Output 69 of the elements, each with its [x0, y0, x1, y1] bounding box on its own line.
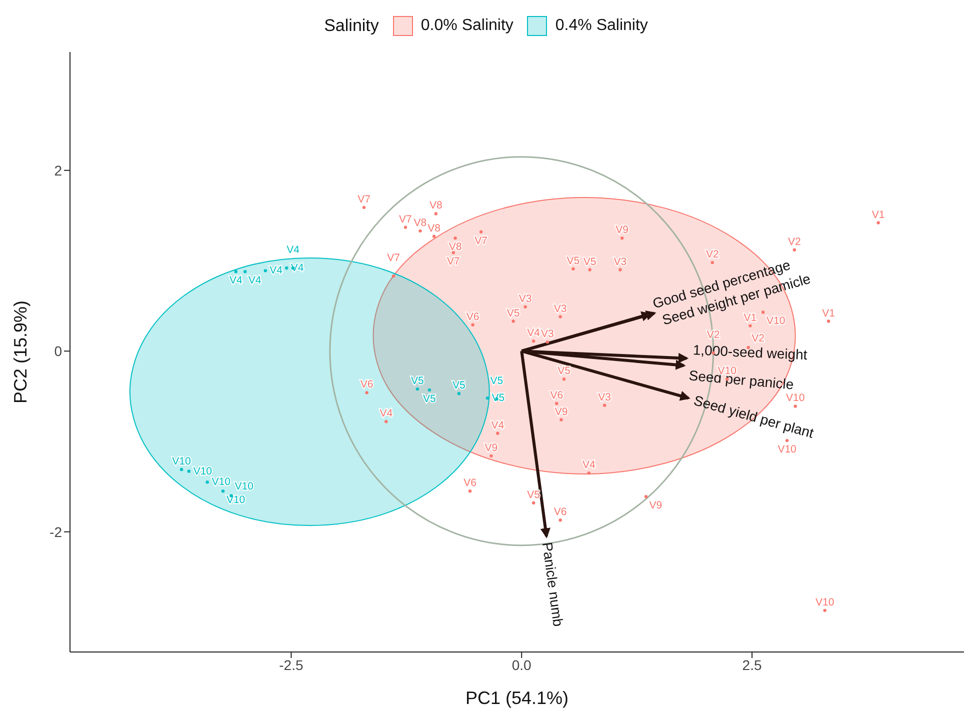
data-label: V5 [566, 254, 580, 267]
y-tick-label: -2 [50, 524, 62, 540]
data-label: V1 [744, 312, 757, 324]
data-label: V2 [706, 248, 719, 261]
data-label: V9 [616, 224, 629, 236]
data-label: V9 [484, 442, 498, 454]
data-label: V10 [766, 315, 786, 328]
data-label: V4 [582, 459, 596, 472]
data-label: V6 [550, 390, 564, 402]
data-label: V5 [558, 365, 571, 378]
data-label: V1 [872, 208, 885, 221]
y-axis-title: PC2 (15.9%) [10, 300, 30, 404]
data-label: V10 [234, 480, 254, 493]
data-label: V4 [229, 274, 242, 287]
data-label: V5 [527, 488, 540, 501]
data-label: V2 [788, 236, 801, 248]
data-label: V10 [815, 596, 834, 608]
data-label: V8 [414, 216, 427, 229]
x-tick-label: 2.5 [742, 656, 762, 673]
series-label: 1,000-seed weight [692, 342, 808, 363]
x-tick-label: -2.5 [279, 656, 304, 673]
data-label: V8 [448, 241, 462, 254]
data-label: V5 [452, 380, 466, 392]
x-axis-title: PC1 (54.1%) [465, 688, 569, 708]
data-label: V6 [554, 506, 567, 518]
data-label: V10 [212, 476, 231, 488]
data-label: V9 [649, 500, 662, 512]
data-label: V10 [226, 494, 246, 506]
data-label: V9 [554, 406, 568, 418]
data-label: V3 [518, 292, 532, 305]
data-label: V1 [822, 307, 836, 320]
data-label: V4 [248, 274, 262, 287]
data-label: V10 [193, 465, 212, 478]
data-label: V7 [358, 193, 371, 206]
legend-label: 0.4% Salinity [555, 17, 648, 35]
data-label: V4 [380, 408, 393, 420]
data-label: V7 [446, 256, 460, 268]
text: Panicle numb [539, 541, 567, 628]
y-tick-label: 0 [54, 343, 62, 360]
data-label: V7 [387, 252, 400, 264]
data-label: V4 [270, 264, 283, 277]
data-label: V8 [428, 222, 441, 234]
data-label: V4 [286, 244, 300, 256]
data-label: V8 [429, 200, 442, 212]
data-label: V5 [423, 392, 436, 405]
y-tick-label: 2 [54, 162, 62, 178]
data-label: V6 [360, 378, 374, 391]
data-label: V6 [464, 477, 477, 490]
data-label: V5 [583, 256, 596, 268]
data-label: V5 [492, 392, 505, 404]
data-label: V3 [598, 391, 612, 404]
legend-label: 0.0% Salinity [420, 17, 514, 35]
data-label: V6 [466, 310, 480, 323]
data-label: V5 [506, 307, 520, 320]
data-label: V10 [786, 392, 805, 404]
data-label: V10 [172, 455, 192, 468]
legend-title: Salinity [324, 16, 379, 36]
x-tick-label: 0.0 [512, 656, 532, 673]
data-label: V10 [778, 444, 797, 456]
data-label: V7 [399, 213, 412, 226]
data-label: V4 [491, 419, 504, 432]
data-label: V3 [540, 328, 554, 340]
data-label: V4 [527, 327, 540, 340]
data-label: V3 [614, 256, 627, 268]
data-label: V5 [490, 374, 504, 387]
data-label: V2 [752, 332, 765, 344]
data-label: V7 [474, 234, 488, 247]
data-label: V3 [554, 302, 567, 315]
data-label: V5 [411, 375, 424, 388]
